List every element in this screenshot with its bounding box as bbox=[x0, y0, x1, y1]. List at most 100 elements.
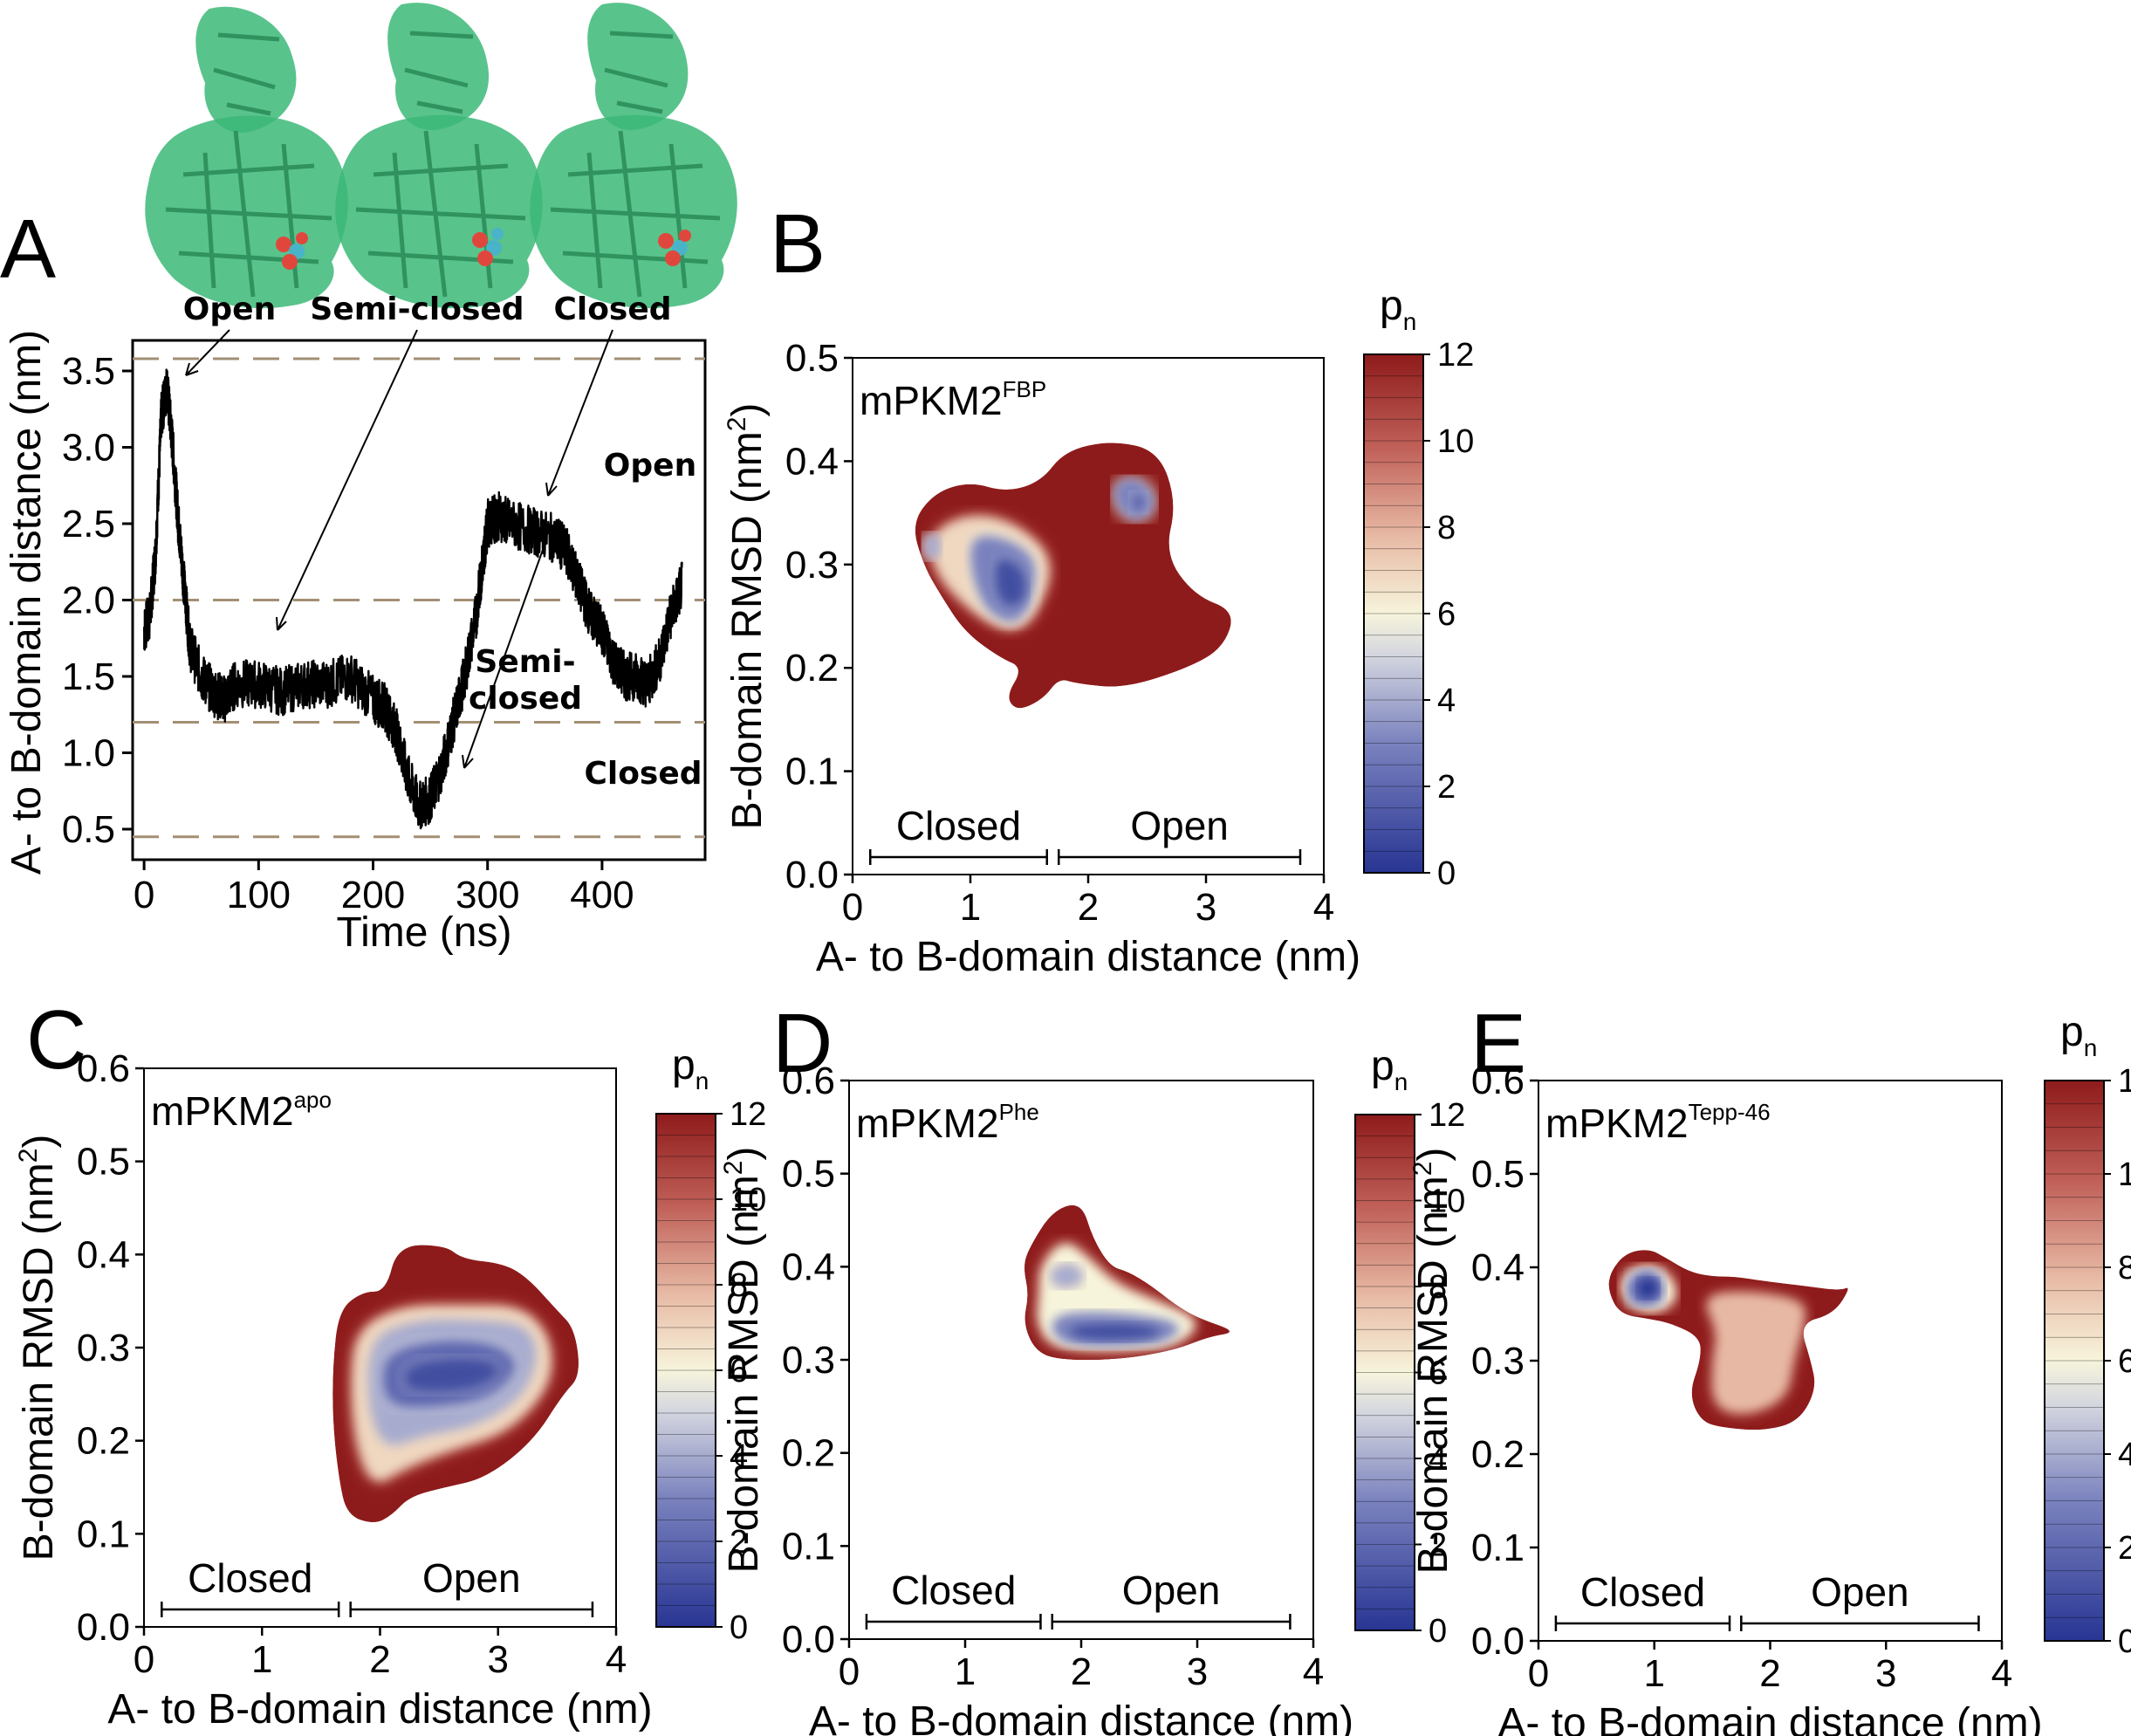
x-tick-label-e-1: 1 bbox=[1644, 1652, 1665, 1695]
colorbar-b bbox=[1363, 353, 1424, 874]
colorbar-tick-label-e-6: 6 bbox=[2118, 1343, 2131, 1380]
state-label-open: Open bbox=[183, 292, 276, 327]
colorbar-d bbox=[1354, 1114, 1415, 1631]
x-tick-label-b-2: 2 bbox=[1078, 886, 1099, 929]
y-axis-title-sup-b: 2 bbox=[723, 417, 751, 432]
region-note-open: Open bbox=[604, 448, 696, 484]
panel-letter-a: A bbox=[0, 202, 56, 296]
y-tick-label-e-0: 0.0 bbox=[1471, 1620, 1525, 1663]
y-tick-label-e-4: 0.4 bbox=[1471, 1246, 1525, 1289]
y-axis-title-main-b: B-domain RMSD (nm bbox=[724, 431, 771, 829]
colorbar-tick-label-e-4: 4 bbox=[2118, 1437, 2131, 1473]
x-tick-label-d-0: 0 bbox=[839, 1650, 860, 1693]
colorbar-tick-label-c-6: 6 bbox=[730, 1353, 748, 1389]
y-tick-label-d-3: 0.3 bbox=[782, 1339, 835, 1382]
y-tick-label-5: 3.0 bbox=[62, 427, 115, 470]
y-axis-title-c: B-domain RMSD (nm2) bbox=[14, 1135, 62, 1561]
y-tick-label-c-6: 0.6 bbox=[77, 1047, 130, 1090]
colorbar-tick-label-b-0: 0 bbox=[1437, 855, 1456, 892]
x-axis-title-c: A- to B-domain distance (nm) bbox=[107, 1686, 652, 1733]
colorbar-title-b: pn bbox=[1380, 283, 1416, 335]
colorbar-tick-label-e-10: 10 bbox=[2118, 1156, 2131, 1193]
panel-a-plot: 0 100 200 300 400 0.5 1.0 1.5 2.0 2.5 3.0 3.5 bbox=[62, 339, 707, 916]
colorbar-e bbox=[2044, 1080, 2105, 1642]
y-tick-label-4: 2.5 bbox=[62, 503, 115, 546]
protein-structures bbox=[145, 3, 737, 309]
system-name-c: mPKM2 bbox=[151, 1088, 294, 1134]
x-tick-label-b-4: 4 bbox=[1313, 886, 1334, 929]
protein-structure-semi-closed bbox=[335, 3, 543, 309]
density-layer-d-3 bbox=[1050, 1264, 1084, 1288]
system-label-b: mPKM2FBP bbox=[860, 376, 1046, 423]
x-tick-label-c-0: 0 bbox=[134, 1638, 154, 1681]
colorbar-tick-label-b-10: 10 bbox=[1437, 423, 1474, 460]
colorbar-tick-label-e-2: 2 bbox=[2118, 1530, 2131, 1567]
y-tick-label-e-2: 0.2 bbox=[1471, 1433, 1525, 1476]
colorbar-tick-label-d-4: 4 bbox=[1429, 1441, 1447, 1478]
colorbar-title-c: pn bbox=[672, 1042, 709, 1094]
y-tick-label-0: 0.5 bbox=[62, 808, 115, 851]
colorbar-tick-label-d-6: 6 bbox=[1429, 1355, 1447, 1392]
panel-a-state-labels: Open Semi-closed Closed bbox=[183, 292, 672, 327]
colorbar-tick-label-b-4: 4 bbox=[1437, 683, 1456, 719]
colorbar-tick-label-b-2: 2 bbox=[1437, 769, 1456, 806]
y-tick-label-e-6: 0.6 bbox=[1471, 1060, 1525, 1102]
panel-letter-b: B bbox=[770, 197, 826, 291]
system-superscript-e: Tepp-46 bbox=[1689, 1099, 1771, 1125]
x-tick-label-e-0: 0 bbox=[1528, 1652, 1549, 1695]
colorbar-title-sub-d: n bbox=[1394, 1068, 1408, 1095]
density-region-inner-e bbox=[1608, 1250, 1848, 1431]
y-axis-title-main-d: B-domain RMSD (nm bbox=[721, 1175, 767, 1573]
colorbar-tick-label-d-0: 0 bbox=[1429, 1613, 1447, 1650]
system-label-d: mPKM2Phe bbox=[856, 1099, 1039, 1146]
y-tick-label-2: 1.5 bbox=[62, 655, 115, 698]
colorbar-title-main-c: p bbox=[672, 1042, 695, 1088]
colorbar-tick-label-c-8: 8 bbox=[730, 1267, 748, 1304]
y-tick-label-b-3: 0.3 bbox=[785, 544, 839, 587]
panel-a-x-axis-title: Time (ns) bbox=[337, 909, 512, 956]
colorbar-tick-label-d-2: 2 bbox=[1429, 1527, 1447, 1564]
y-axis-title-b: B-domain RMSD (nm2) bbox=[723, 403, 771, 830]
x-tick-label-200: 200 bbox=[341, 874, 405, 916]
x-tick-label-c-2: 2 bbox=[369, 1638, 390, 1681]
y-axis-title-end-e: ) bbox=[1410, 1148, 1456, 1162]
x-tick-label-b-3: 3 bbox=[1196, 886, 1216, 929]
system-label-e: mPKM2Tepp-46 bbox=[1545, 1099, 1771, 1146]
x-tick-label-d-3: 3 bbox=[1187, 1650, 1208, 1693]
y-axis-title-d: B-domain RMSD (nm2) bbox=[719, 1147, 767, 1574]
x-tick-label-300: 300 bbox=[456, 874, 519, 916]
x-tick-label-b-0: 0 bbox=[842, 886, 863, 929]
state-label-closed: Closed bbox=[553, 292, 671, 327]
open-label-b: Open bbox=[1130, 803, 1229, 848]
y-axis-title-sup-d: 2 bbox=[719, 1161, 748, 1176]
colorbar-tick-label-b-6: 6 bbox=[1437, 596, 1456, 633]
y-tick-label-3: 2.0 bbox=[62, 580, 115, 622]
y-tick-label-e-3: 0.3 bbox=[1471, 1340, 1525, 1383]
x-tick-label-c-1: 1 bbox=[251, 1638, 272, 1681]
x-tick-label-e-4: 4 bbox=[1991, 1652, 2012, 1695]
density-layer-b-5 bbox=[923, 533, 942, 559]
y-tick-label-c-3: 0.3 bbox=[77, 1327, 130, 1369]
plot-frame-d bbox=[848, 1080, 1314, 1640]
panel-a-region-notes: Open Semi- closed Closed bbox=[469, 448, 702, 792]
y-tick-label-c-0: 0.0 bbox=[77, 1606, 130, 1649]
y-tick-label-c-5: 0.5 bbox=[77, 1141, 130, 1184]
density-region-inner-c bbox=[332, 1245, 579, 1522]
colorbar-c bbox=[655, 1113, 716, 1628]
y-tick-label-b-0: 0.0 bbox=[785, 854, 839, 896]
colorbar-tick-label-b-12: 12 bbox=[1437, 337, 1474, 374]
colorbar-title-sub-b: n bbox=[1403, 308, 1417, 335]
colorbar-tick-label-d-10: 10 bbox=[1429, 1184, 1465, 1220]
x-tick-label-d-2: 2 bbox=[1071, 1650, 1092, 1693]
y-tick-label-e-1: 0.1 bbox=[1471, 1527, 1525, 1569]
y-tick-label-e-5: 0.5 bbox=[1471, 1153, 1525, 1196]
x-axis-title-e: A- to B-domain distance (nm) bbox=[1497, 1700, 2042, 1736]
y-axis-title-e: B-domain RMSD (nm2) bbox=[1408, 1148, 1456, 1575]
y-tick-label-6: 3.5 bbox=[62, 350, 115, 393]
density-layer-c-3 bbox=[403, 1356, 499, 1393]
y-axis-title-end-b: ) bbox=[724, 403, 771, 417]
system-name-e: mPKM2 bbox=[1545, 1101, 1689, 1146]
y-tick-label-b-2: 0.2 bbox=[785, 647, 839, 690]
